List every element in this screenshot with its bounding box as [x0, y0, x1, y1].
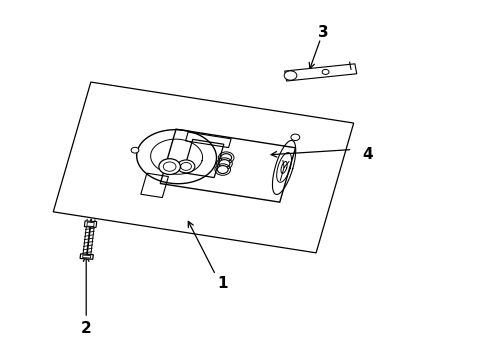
Circle shape [218, 166, 228, 174]
Circle shape [159, 159, 180, 175]
Circle shape [221, 154, 232, 162]
Circle shape [291, 134, 300, 140]
Circle shape [284, 71, 297, 80]
Text: 2: 2 [81, 321, 92, 336]
Polygon shape [84, 221, 97, 228]
Text: 1: 1 [218, 276, 228, 292]
Circle shape [131, 147, 139, 153]
Polygon shape [80, 254, 93, 259]
Text: 3: 3 [318, 26, 328, 40]
Circle shape [177, 160, 195, 173]
Text: 4: 4 [362, 147, 372, 162]
Circle shape [219, 159, 230, 167]
